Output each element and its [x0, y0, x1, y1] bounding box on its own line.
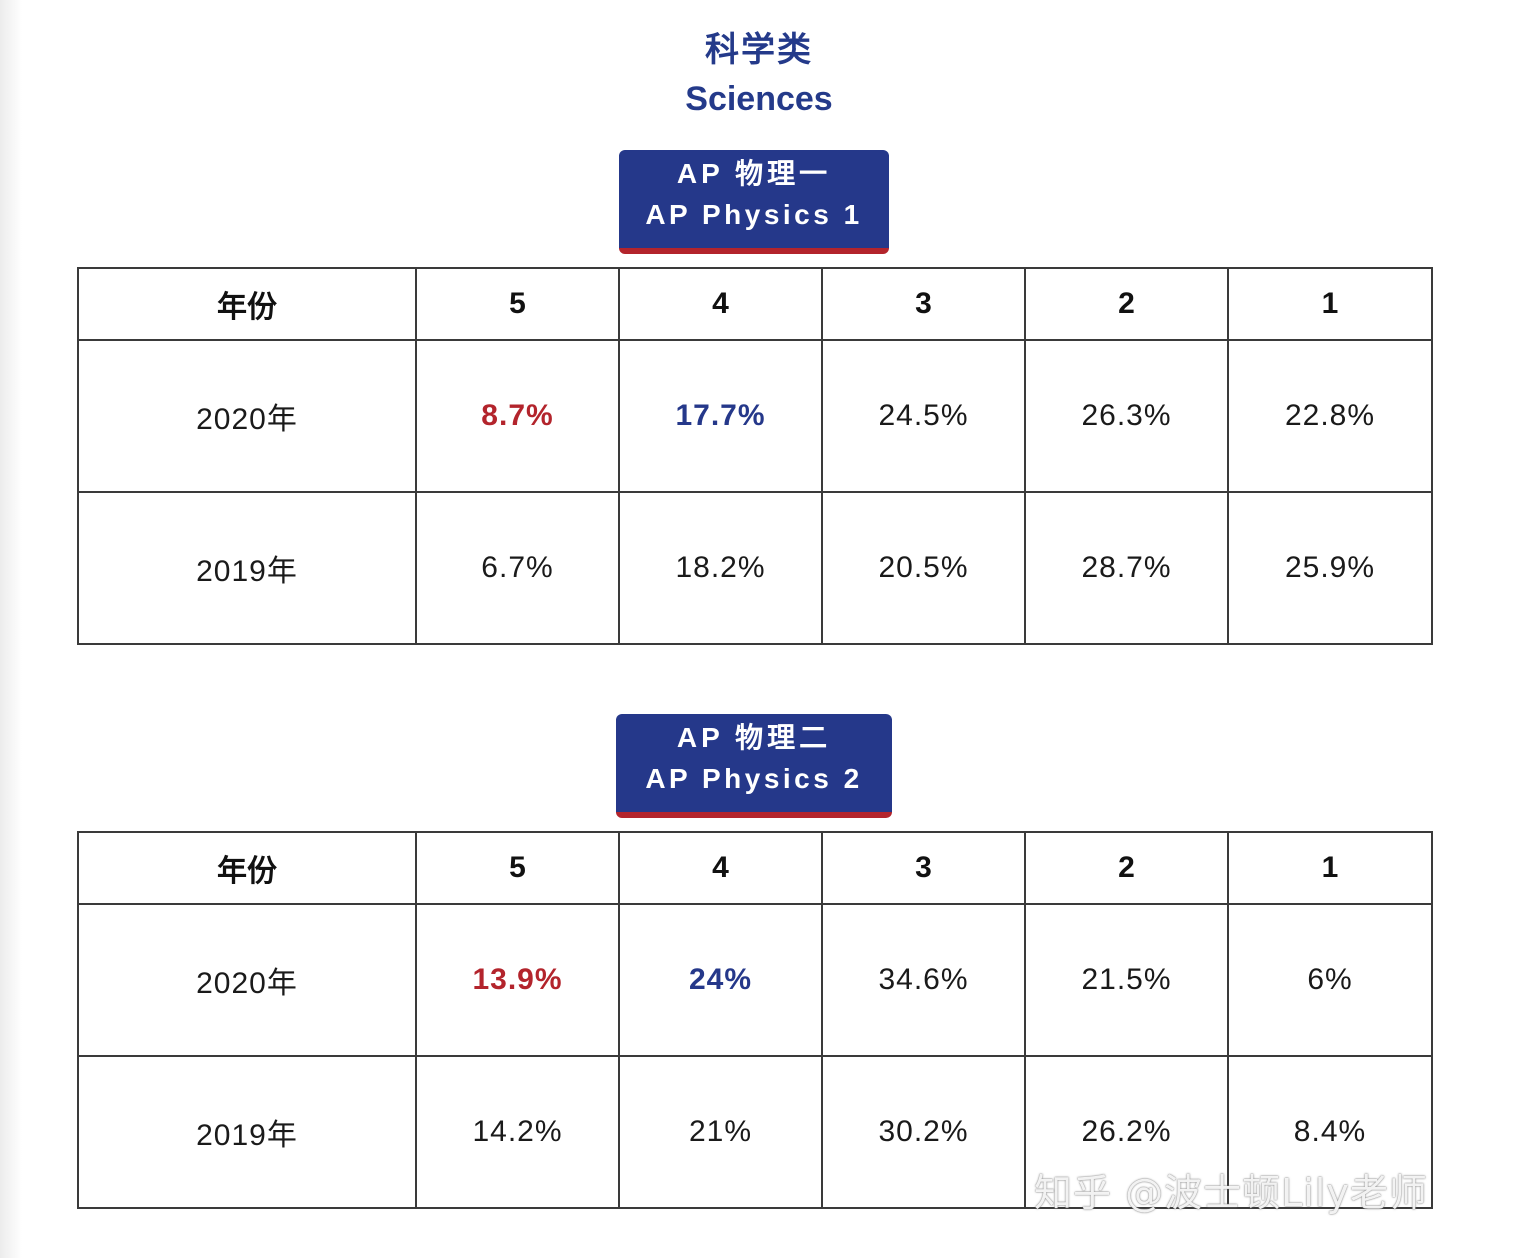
score-table-physics-1: 年份 5 4 3 2 1 2020年 8.7% 17.7% 24.5% 26.3… — [77, 267, 1433, 645]
page-edge-shade — [0, 0, 22, 1258]
header-score-1: 1 — [1227, 831, 1433, 905]
table-row: 2019年 14.2% 21% 30.2% 26.2% 8.4% — [77, 1055, 1433, 1209]
score-1-cell: 6% — [1227, 903, 1433, 1057]
score-4-cell: 18.2% — [618, 491, 823, 645]
year-cell: 2019年 — [77, 1055, 417, 1209]
header-year: 年份 — [77, 267, 417, 341]
watermark: 知乎 @波士顿Lily老师 — [1034, 1171, 1428, 1215]
score-1-cell: 8.4% — [1227, 1055, 1433, 1209]
section-title-en: Sciences — [685, 80, 833, 118]
score-4-cell: 17.7% — [618, 339, 823, 493]
header-score-5: 5 — [415, 267, 620, 341]
score-2-cell: 28.7% — [1024, 491, 1229, 645]
table-row: 2020年 8.7% 17.7% 24.5% 26.3% 22.8% — [77, 339, 1433, 493]
score-table-physics-2: 年份 5 4 3 2 1 2020年 13.9% 24% 34.6% 21.5%… — [77, 831, 1433, 1209]
score-3-cell: 20.5% — [821, 491, 1026, 645]
header-score-2: 2 — [1024, 831, 1229, 905]
header-score-2: 2 — [1024, 267, 1229, 341]
score-3-cell: 34.6% — [821, 903, 1026, 1057]
score-2-cell: 26.2% — [1024, 1055, 1229, 1209]
course-badge-physics-2: AP 物理二 AP Physics 2 — [616, 714, 892, 818]
score-4-cell: 24% — [618, 903, 823, 1057]
table-header-row: 年份 5 4 3 2 1 — [77, 831, 1433, 905]
year-cell: 2020年 — [77, 903, 417, 1057]
score-2-cell: 21.5% — [1024, 903, 1229, 1057]
header-score-1: 1 — [1227, 267, 1433, 341]
course-name-en: AP Physics 2 — [645, 763, 863, 794]
course-name-cn: AP 物理一 — [676, 158, 832, 189]
year-cell: 2019年 — [77, 491, 417, 645]
header-score-4: 4 — [618, 831, 823, 905]
score-1-cell: 22.8% — [1227, 339, 1433, 493]
course-name-en: AP Physics 1 — [645, 199, 863, 230]
score-5-cell: 8.7% — [415, 339, 620, 493]
score-5-cell: 14.2% — [415, 1055, 620, 1209]
score-2-cell: 26.3% — [1024, 339, 1229, 493]
score-1-cell: 25.9% — [1227, 491, 1433, 645]
header-score-4: 4 — [618, 267, 823, 341]
course-name-cn: AP 物理二 — [676, 722, 832, 753]
score-5-cell: 13.9% — [415, 903, 620, 1057]
header-score-3: 3 — [821, 831, 1026, 905]
score-5-cell: 6.7% — [415, 491, 620, 645]
course-badge-physics-1: AP 物理一 AP Physics 1 — [619, 150, 889, 254]
score-3-cell: 30.2% — [821, 1055, 1026, 1209]
section-title-cn: 科学类 — [705, 30, 813, 70]
score-3-cell: 24.5% — [821, 339, 1026, 493]
header-score-5: 5 — [415, 831, 620, 905]
score-4-cell: 21% — [618, 1055, 823, 1209]
year-cell: 2020年 — [77, 339, 417, 493]
table-row: 2020年 13.9% 24% 34.6% 21.5% 6% — [77, 903, 1433, 1057]
table-header-row: 年份 5 4 3 2 1 — [77, 267, 1433, 341]
table-row: 2019年 6.7% 18.2% 20.5% 28.7% 25.9% — [77, 491, 1433, 645]
header-year: 年份 — [77, 831, 417, 905]
header-score-3: 3 — [821, 267, 1026, 341]
